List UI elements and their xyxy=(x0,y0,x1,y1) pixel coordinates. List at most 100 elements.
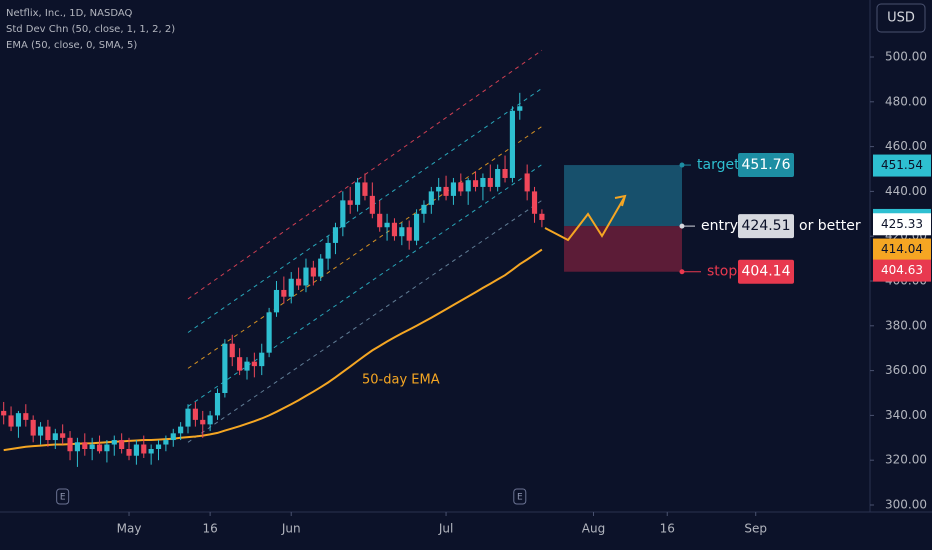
candle-body xyxy=(1,410,7,416)
candle-body xyxy=(303,267,309,286)
y-tick-label: 460.00 xyxy=(885,139,927,153)
candle-body xyxy=(369,195,375,214)
y-tick-label: 380.00 xyxy=(885,318,927,332)
x-tick-label: 16 xyxy=(202,522,217,536)
candle-body xyxy=(133,444,139,456)
candle-body xyxy=(362,182,368,196)
candle-body xyxy=(281,289,287,297)
ema-line xyxy=(3,248,543,452)
y-tick-label: 360.00 xyxy=(885,363,927,377)
y-tick-label: 340.00 xyxy=(885,408,927,422)
price-badge xyxy=(873,154,931,177)
candle-body xyxy=(266,312,272,353)
candle-body xyxy=(207,415,213,425)
candle-body xyxy=(30,419,36,436)
candle-body xyxy=(413,213,420,241)
entry-label: entry xyxy=(701,218,738,234)
candle-body xyxy=(23,413,29,420)
candle-body xyxy=(104,444,110,452)
stop-zone xyxy=(564,226,682,272)
candle-body xyxy=(450,182,457,196)
candle-body xyxy=(155,444,162,449)
candle-body xyxy=(74,442,80,452)
price-badge xyxy=(873,213,931,236)
ema-annotation: 50-day EMA xyxy=(362,373,440,388)
candle-body xyxy=(8,415,14,427)
earnings-label: E xyxy=(60,493,66,503)
stop-value: 404.14 xyxy=(742,264,791,280)
candle-body xyxy=(443,186,449,196)
y-tick-label: 300.00 xyxy=(885,498,927,512)
candle-body xyxy=(119,440,125,449)
candle-body xyxy=(465,180,471,192)
x-tick-label: Jun xyxy=(281,522,301,536)
candle-body xyxy=(296,278,302,286)
candle-body xyxy=(170,433,176,441)
candle-body xyxy=(200,419,206,425)
candle-body xyxy=(340,200,346,228)
indicator-label: EMA (50, close, 0, SMA, 5) xyxy=(6,40,137,51)
candle-body xyxy=(60,433,66,438)
entry-value: 424.51 xyxy=(742,218,791,234)
candle-body xyxy=(185,408,191,427)
candle-body xyxy=(163,440,169,445)
candle-body xyxy=(288,278,294,297)
price-badge-label: 414.04 xyxy=(881,242,923,256)
projection-arrowhead xyxy=(614,194,627,207)
price-badge-label: 425.33 xyxy=(881,217,923,231)
x-tick-label: May xyxy=(117,522,142,536)
earnings-label: E xyxy=(517,493,523,503)
entry-note: or better xyxy=(799,218,861,234)
candle-body xyxy=(406,227,412,241)
currency-label[interactable]: USD xyxy=(887,11,915,26)
candle-body xyxy=(222,343,228,393)
x-tick-label: Sep xyxy=(744,522,767,536)
candle-body xyxy=(472,180,479,187)
candle-body xyxy=(495,169,501,187)
candle-body xyxy=(89,444,95,449)
candle-body xyxy=(428,191,434,205)
candle-body xyxy=(487,177,493,187)
candle-body xyxy=(436,186,442,192)
price-badge xyxy=(873,238,931,261)
candle-body xyxy=(214,393,221,416)
earnings-marker xyxy=(56,488,70,505)
candle-body xyxy=(192,408,198,420)
target-label: target xyxy=(697,157,740,173)
x-tick-label: Jul xyxy=(438,522,453,536)
candle-body xyxy=(45,426,51,441)
candle-body xyxy=(52,433,58,441)
price-badge-label: 451.54 xyxy=(881,158,923,172)
candle-body xyxy=(325,242,331,259)
y-tick-label: 500.00 xyxy=(885,50,927,64)
currency-button[interactable] xyxy=(876,3,926,33)
candle-body xyxy=(273,289,280,313)
candle-body xyxy=(229,343,235,358)
target-badge xyxy=(738,153,794,178)
candle-body xyxy=(37,426,44,436)
candle-body xyxy=(531,191,538,214)
candle-body xyxy=(148,449,154,454)
stop-label: stop xyxy=(707,264,737,280)
candle-body xyxy=(318,258,324,277)
earnings-marker xyxy=(513,488,527,505)
candle-body xyxy=(332,227,339,243)
candle-body xyxy=(67,437,73,452)
candle-body xyxy=(480,177,486,187)
candle-body xyxy=(509,110,515,178)
candle-body xyxy=(458,182,464,192)
x-tick-label: Aug xyxy=(582,522,605,536)
candle-body xyxy=(82,442,88,449)
candle-body xyxy=(310,267,316,277)
candle-body xyxy=(421,204,427,214)
candle-body xyxy=(355,182,361,205)
y-tick-label: 480.00 xyxy=(885,94,927,108)
candle-body xyxy=(244,361,250,371)
candle-body xyxy=(178,426,184,434)
candle-body xyxy=(126,449,132,456)
candle-body xyxy=(502,169,508,178)
x-tick-label: 16 xyxy=(660,522,675,536)
candle-body xyxy=(111,440,117,445)
